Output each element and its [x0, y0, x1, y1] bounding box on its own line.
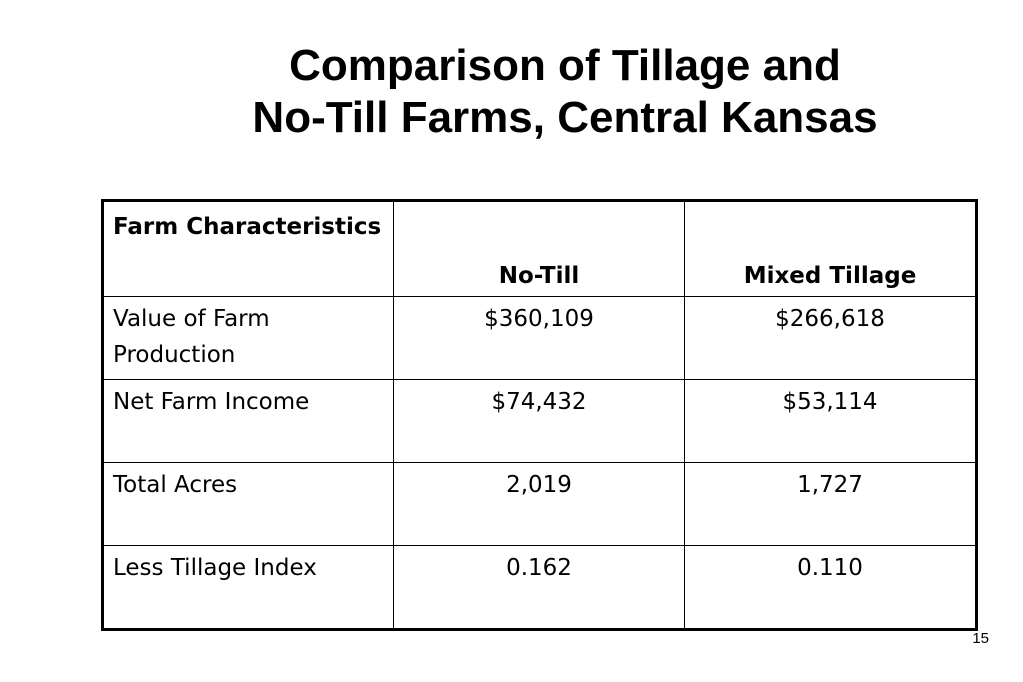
- no-till-value: $74,432: [393, 379, 685, 463]
- no-till-value: $360,109: [393, 296, 685, 380]
- mixed-tillage-value: 1,727: [684, 462, 977, 546]
- row-label: Value of Farm Production: [102, 296, 394, 380]
- row-label: Less Tillage Index: [102, 545, 394, 630]
- slide-number: 15: [972, 630, 989, 647]
- row-label: Net Farm Income: [102, 379, 394, 463]
- mixed-tillage-value: $53,114: [684, 379, 977, 463]
- header-mixed-tillage: Mixed Tillage: [684, 200, 977, 297]
- no-till-value: 2,019: [393, 462, 685, 546]
- row-label: Total Acres: [102, 462, 394, 546]
- slide-title-line-1: Comparison of Tillage and: [289, 41, 841, 90]
- mixed-tillage-value: $266,618: [684, 296, 977, 380]
- table-header-row: Farm Characteristics No-Till Mixed Tilla…: [102, 200, 977, 297]
- comparison-table: Farm Characteristics No-Till Mixed Tilla…: [101, 199, 978, 631]
- slide-title-line-2: No-Till Farms, Central Kansas: [252, 93, 878, 142]
- slide-title: Comparison of Tillage and No-Till Farms,…: [130, 40, 1000, 144]
- table-row: Less Tillage Index 0.162 0.110: [102, 545, 977, 630]
- header-farm-characteristics: Farm Characteristics: [102, 200, 394, 297]
- mixed-tillage-value: 0.110: [684, 545, 977, 630]
- table-row: Value of Farm Production $360,109 $266,6…: [102, 296, 977, 380]
- table-row: Total Acres 2,019 1,727: [102, 462, 977, 546]
- no-till-value: 0.162: [393, 545, 685, 630]
- table-row: Net Farm Income $74,432 $53,114: [102, 379, 977, 463]
- header-no-till: No-Till: [393, 200, 685, 297]
